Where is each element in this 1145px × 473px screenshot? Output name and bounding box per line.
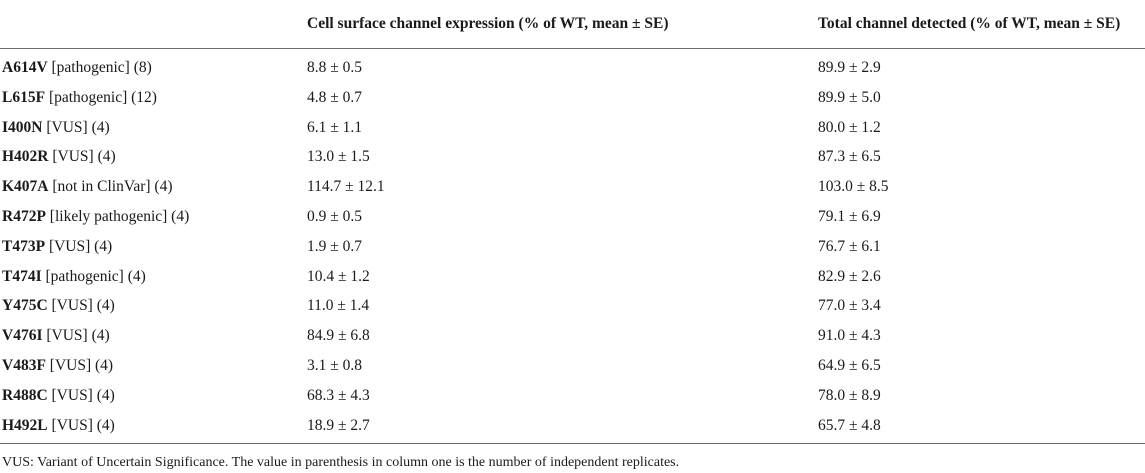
table-row: T474I [pathogenic] (4) 10.4 ± 1.2 82.9 ±… <box>0 262 1145 292</box>
variant-cell: K407A [not in ClinVar] (4) <box>2 178 172 196</box>
surface-expression-cell: 4.8 ± 0.7 <box>307 88 363 106</box>
variant-cell: L615F [pathogenic] (12) <box>2 89 157 107</box>
variant-cell: H492L [VUS] (4) <box>2 417 115 435</box>
table-row: H492L [VUS] (4) 18.9 ± 2.7 65.7 ± 4.8 <box>0 411 1145 441</box>
total-channel-cell: 64.9 ± 6.5 <box>818 356 881 374</box>
table-row: V476I [VUS] (4) 84.9 ± 6.8 91.0 ± 4.3 <box>0 321 1145 351</box>
variant-cell: R472P [likely pathogenic] (4) <box>2 208 189 226</box>
variant-detail: [VUS] (4) <box>52 148 116 166</box>
surface-expression-cell: 114.7 ± 12.1 <box>307 178 385 196</box>
table-row: Y475C [VUS] (4) 11.0 ± 1.4 77.0 ± 3.4 <box>0 291 1145 321</box>
surface-expression-cell: 6.1 ± 1.1 <box>307 118 363 136</box>
variant-detail: [VUS] (4) <box>51 416 115 434</box>
variant-code: K407A <box>2 178 49 196</box>
surface-expression-cell: 68.3 ± 4.3 <box>307 386 370 404</box>
variant-code: R472P <box>2 207 46 225</box>
table-row: R488C [VUS] (4) 68.3 ± 4.3 78.0 ± 8.9 <box>0 381 1145 411</box>
table-row: I400N [VUS] (4) 6.1 ± 1.1 80.0 ± 1.2 <box>0 113 1145 143</box>
variant-cell: V483F [VUS] (4) <box>2 357 113 375</box>
surface-expression-cell: 84.9 ± 6.8 <box>307 327 370 345</box>
variant-code: V483F <box>2 356 46 374</box>
variant-code: R488C <box>2 386 48 404</box>
surface-expression-cell: 1.9 ± 0.7 <box>307 237 363 255</box>
variant-cell: A614V [pathogenic] (8) <box>2 59 152 77</box>
surface-expression-cell: 0.9 ± 0.5 <box>307 207 363 225</box>
table-row: A614V [pathogenic] (8) 8.8 ± 0.5 89.9 ± … <box>0 53 1145 83</box>
variant-cell: Y475C [VUS] (4) <box>2 297 115 315</box>
column-header-total-channel: Total channel detected (% of WT, mean ± … <box>818 15 1121 32</box>
table-row: K407A [not in ClinVar] (4) 114.7 ± 12.1 … <box>0 172 1145 202</box>
variant-detail: [pathogenic] (12) <box>48 88 157 106</box>
table-row: V483F [VUS] (4) 3.1 ± 0.8 64.9 ± 6.5 <box>0 351 1145 381</box>
table-row: H402R [VUS] (4) 13.0 ± 1.5 87.3 ± 6.5 <box>0 142 1145 172</box>
table-row: R472P [likely pathogenic] (4) 0.9 ± 0.5 … <box>0 202 1145 232</box>
data-table: Cell surface channel expression (% of WT… <box>0 0 1145 440</box>
variant-code: H402R <box>2 148 49 166</box>
variant-detail: [pathogenic] (4) <box>45 267 146 285</box>
table-header-row: Cell surface channel expression (% of WT… <box>0 0 1145 49</box>
table-row: L615F [pathogenic] (12) 4.8 ± 0.7 89.9 ±… <box>0 83 1145 113</box>
total-channel-cell: 76.7 ± 6.1 <box>818 237 881 255</box>
variant-detail: [not in ClinVar] (4) <box>52 178 173 196</box>
variant-cell: T474I [pathogenic] (4) <box>2 268 146 286</box>
surface-expression-cell: 13.0 ± 1.5 <box>307 148 370 166</box>
surface-expression-cell: 10.4 ± 1.2 <box>307 267 370 285</box>
variant-code: L615F <box>2 88 46 106</box>
surface-expression-cell: 3.1 ± 0.8 <box>307 356 363 374</box>
total-channel-cell: 103.0 ± 8.5 <box>818 178 889 196</box>
surface-expression-cell: 18.9 ± 2.7 <box>307 416 370 434</box>
variant-cell: R488C [VUS] (4) <box>2 387 115 405</box>
total-channel-cell: 89.9 ± 5.0 <box>818 88 881 106</box>
total-channel-cell: 77.0 ± 3.4 <box>818 297 881 315</box>
total-channel-cell: 82.9 ± 2.6 <box>818 267 881 285</box>
variant-code: T474I <box>2 267 42 285</box>
total-channel-cell: 65.7 ± 4.8 <box>818 416 881 434</box>
surface-expression-cell: 11.0 ± 1.4 <box>307 297 370 315</box>
surface-expression-cell: 8.8 ± 0.5 <box>307 59 363 76</box>
variant-detail: [likely pathogenic] (4) <box>49 207 190 225</box>
variant-code: H492L <box>2 416 48 434</box>
variant-code: T473P <box>2 237 46 255</box>
variant-detail: [VUS] (4) <box>49 356 114 374</box>
total-channel-cell: 78.0 ± 8.9 <box>818 386 881 404</box>
variant-code: V476I <box>2 327 43 345</box>
table-footnote: VUS: Variant of Uncertain Significance. … <box>2 455 680 470</box>
column-header-surface-expression: Cell surface channel expression (% of WT… <box>307 15 669 32</box>
table-row: T473P [VUS] (4) 1.9 ± 0.7 76.7 ± 6.1 <box>0 232 1145 262</box>
variant-code: A614V <box>2 59 48 76</box>
variant-detail: [pathogenic] (8) <box>51 59 152 76</box>
variant-code: Y475C <box>2 297 48 315</box>
total-channel-cell: 80.0 ± 1.2 <box>818 118 881 136</box>
total-channel-cell: 79.1 ± 6.9 <box>818 207 881 225</box>
variant-cell: H402R [VUS] (4) <box>2 148 116 166</box>
variant-code: I400N <box>2 118 43 136</box>
total-channel-cell: 89.9 ± 2.9 <box>818 59 881 76</box>
variant-detail: [VUS] (4) <box>51 386 115 404</box>
variant-detail: [VUS] (4) <box>51 297 115 315</box>
variant-detail: [VUS] (4) <box>48 237 113 255</box>
variant-cell: V476I [VUS] (4) <box>2 327 110 345</box>
variant-detail: [VUS] (4) <box>46 118 110 136</box>
variant-cell: T473P [VUS] (4) <box>2 238 112 256</box>
table-bottom-divider <box>0 443 1145 444</box>
total-channel-cell: 91.0 ± 4.3 <box>818 327 881 345</box>
variant-cell: I400N [VUS] (4) <box>2 119 110 137</box>
table-body: A614V [pathogenic] (8) 8.8 ± 0.5 89.9 ± … <box>0 49 1145 440</box>
total-channel-cell: 87.3 ± 6.5 <box>818 148 881 166</box>
variant-detail: [VUS] (4) <box>46 327 110 345</box>
